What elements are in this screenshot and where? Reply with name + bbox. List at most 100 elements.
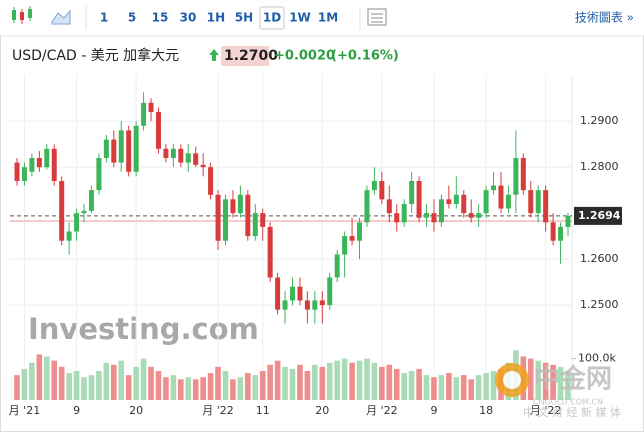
candle-body	[237, 194, 243, 214]
x-tick-label: 9	[73, 404, 80, 417]
interval-button[interactable]: 5	[128, 11, 136, 25]
volume-bar	[349, 362, 355, 400]
candle-body	[543, 190, 549, 223]
volume-tick-label: 100.0k	[578, 352, 616, 365]
candle-icon[interactable]	[12, 6, 32, 24]
volume-bar	[334, 360, 340, 400]
candle-body	[349, 236, 355, 241]
candle-body	[275, 277, 281, 310]
toolbar	[0, 0, 644, 36]
volume-bar	[542, 362, 549, 400]
candle-body	[81, 210, 87, 214]
volume-bar	[356, 360, 363, 400]
interval-button[interactable]: 30	[180, 11, 197, 25]
interval-button[interactable]: 15	[152, 11, 169, 25]
candle-body	[491, 185, 497, 191]
volume-bar	[185, 377, 192, 400]
settings-icon[interactable]	[367, 8, 387, 26]
logo-slogan: 中 文 财 经 新 媒 体	[523, 405, 621, 419]
up-arrow	[209, 49, 219, 61]
volume-bar	[230, 379, 236, 400]
candle-body	[14, 162, 20, 181]
volume-bar	[527, 358, 534, 400]
logo-site: CNGOLD.COM.CN	[533, 398, 603, 407]
candle-body	[252, 213, 258, 237]
candle-body	[431, 213, 437, 223]
volume-bar	[483, 373, 489, 400]
y-tick-label: 1.2900	[580, 114, 619, 127]
x-tick-label: 月 '22	[202, 404, 234, 417]
volume-bar	[446, 373, 452, 400]
volume-bar	[267, 364, 273, 400]
candle-body	[498, 185, 504, 209]
tech-chart-link[interactable]: 技術圖表 »	[575, 11, 634, 25]
volume-bar	[475, 375, 482, 400]
volume-bar	[453, 377, 460, 400]
volume-bar	[535, 360, 542, 400]
volume-bar	[14, 375, 20, 400]
candle-body	[208, 167, 214, 195]
volume-bar	[364, 358, 370, 400]
volume-bar	[148, 366, 154, 400]
candle-body	[36, 157, 42, 168]
candle-body	[520, 157, 526, 191]
volume-bar	[282, 366, 288, 400]
cngold-watermark: 中金网 CNGOLD.COM.CN 中 文 财 经 新 媒 体	[495, 363, 621, 419]
candle-body	[401, 203, 407, 223]
x-tick-label: 11	[256, 404, 270, 417]
x-tick-label: 20	[315, 404, 329, 417]
volume-bar	[423, 375, 430, 400]
logo-text: 中金网	[534, 364, 612, 395]
interval-button[interactable]: 1M	[318, 11, 338, 25]
volume-bar	[438, 375, 445, 400]
interval-button[interactable]: 1W	[289, 11, 311, 25]
candle-body	[342, 236, 348, 255]
volume-bar	[460, 375, 467, 400]
volume-bar	[125, 375, 132, 400]
candle-body	[438, 199, 444, 223]
candle-body	[215, 194, 221, 241]
candle-body	[550, 222, 556, 241]
volume-bar	[401, 373, 407, 400]
interval-button[interactable]: 1D	[263, 11, 281, 25]
x-tick-label: 9	[430, 404, 437, 417]
candle-body	[334, 254, 340, 278]
volume-bar	[416, 368, 422, 400]
volume-bar	[81, 377, 87, 400]
candle-body	[319, 300, 325, 306]
volume-bar	[207, 373, 214, 400]
volume-bar	[140, 358, 147, 400]
volume-bar	[200, 377, 206, 400]
volume-bar	[58, 366, 65, 400]
candle-body	[178, 148, 184, 163]
volume-bar	[51, 360, 58, 400]
y-tick-label: 1.2500	[580, 298, 619, 311]
candle-body	[446, 199, 452, 204]
volume-bar	[215, 366, 221, 400]
volume-bar	[237, 377, 244, 400]
interval-button[interactable]: 5H	[235, 11, 253, 25]
interval-button[interactable]: 1H	[207, 11, 225, 25]
change-pct: (+0.16%)	[331, 49, 399, 64]
price-highlight	[221, 46, 269, 66]
candle-body	[297, 286, 303, 301]
watermark: Investing.com	[28, 312, 259, 346]
volume-bar	[490, 371, 497, 400]
candle-body	[222, 199, 228, 241]
candle-body	[193, 153, 199, 165]
x-tick-label: 月 '22	[530, 404, 562, 417]
candle-body	[453, 194, 459, 204]
area-icon[interactable]	[51, 9, 71, 25]
volume-bar	[170, 375, 177, 400]
x-tick-label: 月 '21	[9, 404, 41, 417]
volume-bar	[110, 364, 117, 400]
interval-button[interactable]: 1	[100, 11, 108, 25]
volume-bar	[73, 371, 80, 400]
candle-body	[424, 213, 430, 218]
candle-body	[133, 125, 139, 172]
volume-bar	[565, 371, 571, 400]
volume-bar	[557, 366, 564, 400]
volume-bar	[393, 368, 400, 400]
